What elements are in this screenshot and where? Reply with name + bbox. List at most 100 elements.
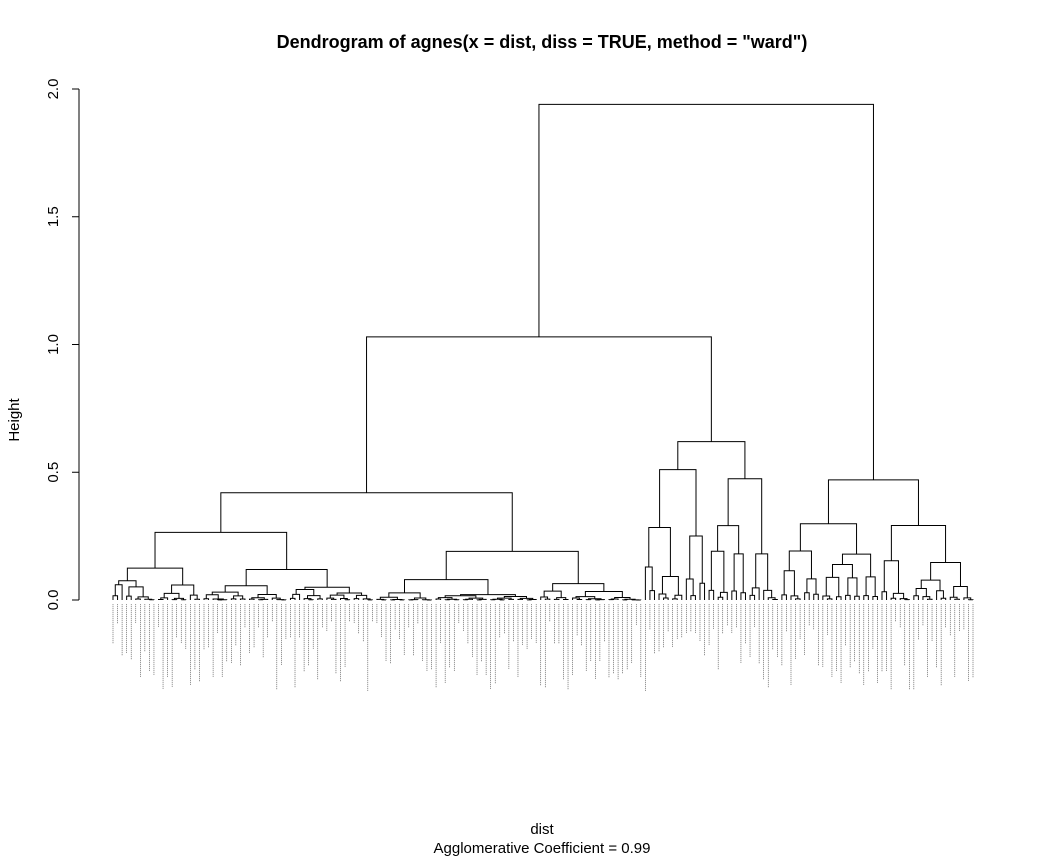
merge-link	[173, 597, 185, 600]
merge-link	[503, 595, 528, 599]
merge-link	[847, 577, 858, 597]
merge-link	[239, 598, 246, 600]
merge-link	[685, 578, 694, 600]
merge-link	[128, 586, 144, 597]
merge-link	[362, 598, 371, 600]
merge-link	[930, 562, 961, 587]
merge-link	[245, 569, 328, 588]
merge-link	[376, 598, 385, 600]
merge-link	[832, 563, 853, 578]
merge-link	[257, 594, 277, 599]
y-tick-label: 1.5	[45, 206, 62, 227]
merge-link	[194, 598, 200, 600]
merge-link	[854, 595, 860, 600]
merge-link	[806, 578, 817, 595]
merge-link	[872, 596, 878, 600]
merge-link	[827, 479, 919, 526]
merge-link	[915, 587, 927, 597]
merge-link	[508, 598, 514, 600]
merge-link	[710, 550, 725, 593]
merge-link	[658, 593, 667, 600]
merge-link	[445, 550, 579, 584]
merge-link	[112, 595, 119, 600]
merge-link	[661, 576, 679, 596]
merge-link	[292, 593, 301, 600]
merge-link	[790, 595, 799, 600]
y-axis-label: Height	[6, 397, 23, 441]
merge-link	[212, 598, 224, 600]
merge-link	[154, 531, 288, 570]
merge-link	[330, 598, 337, 600]
merge-link	[496, 597, 512, 600]
merge-link	[137, 596, 149, 600]
merge-link	[552, 583, 605, 592]
merge-link	[763, 589, 773, 600]
merge-link	[783, 570, 795, 596]
merge-link	[404, 579, 489, 595]
merge-link	[340, 597, 348, 600]
merge-link	[719, 591, 728, 600]
y-tick-label: 0.0	[45, 590, 62, 611]
merge-link	[733, 553, 744, 593]
merge-link	[538, 103, 874, 480]
merge-link	[446, 598, 458, 600]
merge-link	[767, 597, 776, 600]
merge-link	[892, 592, 905, 599]
merge-link	[289, 597, 296, 600]
merge-link	[379, 596, 398, 600]
merge-link	[926, 598, 933, 600]
merge-link	[572, 597, 580, 600]
merge-link	[717, 596, 724, 600]
merge-link	[160, 597, 169, 600]
y-tick-label: 1.0	[45, 334, 62, 355]
merge-link	[295, 588, 315, 596]
merge-link	[553, 598, 560, 600]
merge-link	[825, 576, 840, 597]
merge-link	[940, 597, 947, 600]
merge-link	[883, 560, 899, 594]
y-tick-label: 0.5	[45, 462, 62, 483]
merge-link	[788, 550, 812, 579]
dendrogram-tree	[112, 103, 974, 601]
chart-title: Dendrogram of agnes(x = dist, diss = TRU…	[277, 32, 808, 52]
merge-link	[251, 597, 265, 600]
merge-link	[755, 553, 769, 591]
merge-link	[731, 590, 737, 600]
merge-link	[544, 598, 551, 600]
y-tick-label: 2.0	[45, 79, 62, 100]
merge-link	[437, 597, 453, 600]
merge-link	[708, 589, 715, 600]
merge-link	[672, 598, 678, 600]
merge-link	[881, 591, 888, 600]
merge-link	[936, 590, 944, 600]
merge-link	[203, 598, 210, 600]
y-axis: 0.0 0.5 1.0 1.5 2.0	[45, 79, 80, 611]
merge-link	[717, 525, 740, 554]
merge-link	[135, 598, 141, 600]
merge-link	[689, 535, 703, 584]
merge-link	[890, 597, 897, 600]
merge-link	[781, 594, 787, 600]
x-axis-label: dist	[530, 821, 554, 838]
merge-link	[304, 586, 350, 594]
merge-link	[845, 594, 851, 600]
merge-link	[799, 523, 858, 555]
merge-link	[863, 595, 869, 600]
merge-link	[690, 595, 696, 600]
merge-link	[804, 592, 810, 600]
merge-link	[118, 580, 137, 587]
merge-link	[663, 597, 669, 600]
leaf-labels	[112, 604, 974, 691]
merge-link	[751, 587, 760, 600]
merge-link	[699, 582, 706, 600]
merge-link	[610, 598, 619, 600]
merge-link	[644, 566, 653, 600]
merge-link	[220, 492, 513, 552]
merge-link	[478, 598, 487, 600]
merge-link	[114, 584, 123, 600]
merge-link	[659, 469, 697, 536]
merge-link	[954, 598, 960, 600]
merge-link	[649, 590, 655, 600]
merge-link	[727, 478, 763, 554]
